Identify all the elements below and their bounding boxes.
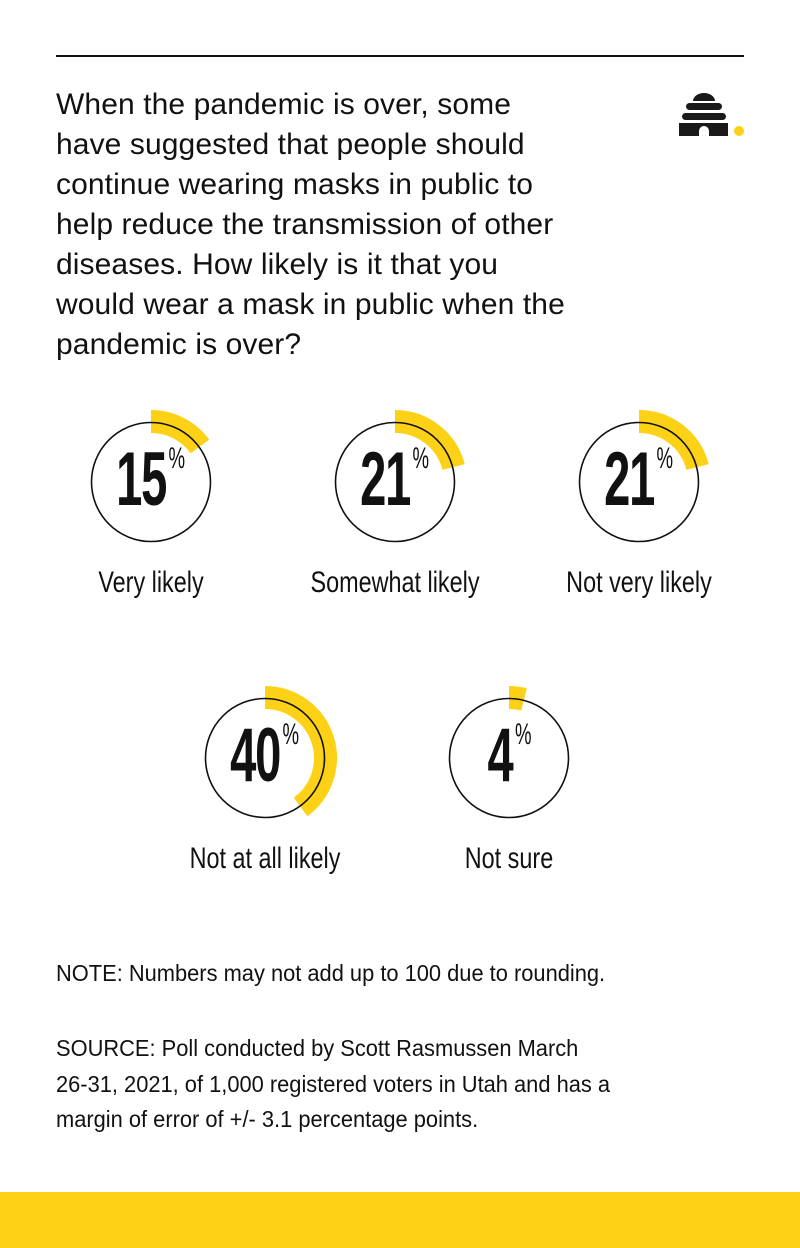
donut-ring [578, 421, 700, 543]
donut-value: 15% [61, 390, 241, 570]
donut-somewhat-likely: 21% [305, 392, 485, 572]
donut-not-very-likely: 21% [549, 392, 729, 572]
value-text: 21% [361, 442, 430, 518]
top-divider [56, 55, 744, 57]
note-text: NOTE: Numbers may not add up to 100 due … [56, 960, 606, 986]
question-line: would wear a mask in public when the [56, 288, 565, 321]
question-line: help reduce the transmission of other [56, 208, 554, 241]
value-arc [264, 686, 337, 817]
donut-ring [448, 697, 570, 819]
question-line: When the pandemic is over, some [56, 88, 511, 121]
value-text: 15% [117, 442, 186, 518]
donut-ring [90, 421, 212, 543]
value-arc [638, 410, 709, 471]
percent-sign: % [514, 718, 532, 751]
donut-graphic [448, 686, 570, 819]
percent-number: 40 [230, 713, 282, 798]
value-text: 4% [487, 718, 531, 794]
percent-sign: % [282, 718, 300, 751]
donut-not-sure: 4% [419, 668, 599, 848]
beehive-logo-icon [676, 88, 748, 140]
value-arc [150, 410, 210, 454]
question-line: pandemic is over? [56, 328, 302, 361]
source-text: SOURCE: Poll conducted by Scott Rasmusse… [56, 1031, 707, 1138]
footer-accent-bar [0, 1192, 800, 1248]
donut-ring [334, 421, 456, 543]
donut-graphic [578, 410, 709, 543]
source-line: 26-31, 2021, of 1,000 registered voters … [56, 1070, 611, 1097]
percent-sign: % [168, 442, 186, 475]
percent-number: 15 [116, 437, 168, 522]
donut-value: 21% [305, 390, 485, 570]
percent-sign: % [656, 442, 674, 475]
percent-number: 4 [486, 713, 513, 798]
donut-graphic [204, 686, 337, 819]
donut-label: Not very likely [566, 566, 712, 599]
source-line: SOURCE: Poll conducted by Scott Rasmusse… [56, 1035, 579, 1061]
donut-not-at-all-likely: 40% [175, 668, 355, 848]
source-line: margin of error of +/- 3.1 percentage po… [56, 1106, 479, 1132]
donut-very-likely: 15% [61, 392, 241, 572]
question-title: When the pandemic is over, some have sug… [56, 85, 656, 365]
donut-label: Very likely [98, 566, 204, 599]
percent-sign: % [412, 442, 430, 475]
value-arc [394, 410, 465, 471]
donut-label: Somewhat likely [310, 566, 480, 599]
donut-graphic [334, 410, 465, 543]
value-arc [508, 686, 527, 711]
value-text: 21% [605, 442, 674, 518]
donut-value: 40% [175, 666, 355, 846]
donut-graphic [90, 410, 212, 543]
question-line: have suggested that people should [56, 128, 525, 161]
value-text: 40% [231, 718, 300, 794]
donut-value: 21% [549, 390, 729, 570]
percent-number: 21 [360, 437, 412, 522]
question-line: continue wearing masks in public to [56, 168, 534, 201]
donut-ring [204, 697, 326, 819]
donut-label: Not sure [464, 842, 554, 875]
question-line: diseases. How likely is it that you [56, 248, 499, 281]
donut-value: 4% [419, 666, 599, 846]
donut-label: Not at all likely [189, 842, 341, 875]
percent-number: 21 [604, 437, 656, 522]
